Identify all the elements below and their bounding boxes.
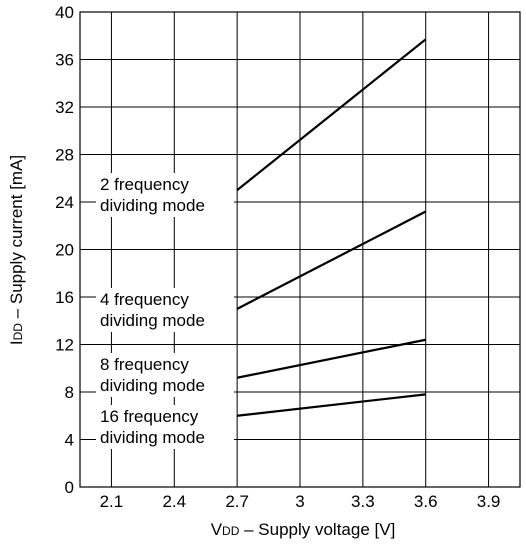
y-tick-label: 4 [65,431,74,450]
x-tick-label: 3.3 [351,492,375,511]
series-label-line: 2 frequency [100,175,189,194]
series-group [236,38,427,417]
x-tick-label: 2.7 [225,492,249,511]
y-tick-label: 20 [55,241,74,260]
series-label-line: dividing mode [100,196,205,215]
series-label-line: dividing mode [100,428,205,447]
x-tick-label: 3.9 [477,492,501,511]
series-label-line: dividing mode [100,376,205,395]
label-background [96,288,234,332]
series-label: 2 frequency dividing mode [96,173,234,217]
y-tick-label: 24 [55,193,74,212]
label-background [96,405,234,449]
label-background [96,173,234,217]
x-tick-labels: 2.1 2.4 2.7 3 3.3 3.6 3.9 [100,492,501,511]
x-tick-label: 3 [295,492,304,511]
y-tick-label: 36 [55,51,74,70]
x-tick-label: 2.1 [100,492,124,511]
series-label: 4 frequency dividing mode [96,288,234,332]
series-label-line: 16 frequency [100,407,199,426]
x-tick-label: 2.4 [162,492,186,511]
series-line [237,393,426,417]
y-tick-label: 12 [55,336,74,355]
series-label-line: dividing mode [100,311,205,330]
label-background [96,353,234,397]
series-label-line: 8 frequency [100,355,189,374]
series-label-line: 4 frequency [100,290,189,309]
y-tick-label: 8 [65,383,74,402]
series-line [236,38,427,191]
y-axis-title: IDD – Supply current [mA] [7,155,26,345]
y-tick-labels: 0 4 8 12 16 20 24 28 32 36 40 [55,3,74,497]
series-label: 16 frequency dividing mode [96,405,234,449]
series-label: 8 frequency dividing mode [96,353,234,397]
x-tick-label: 3.6 [414,492,438,511]
series-line [236,210,427,310]
y-tick-label: 28 [55,146,74,165]
series-labels: 2 frequency dividing mode 4 frequency divid… [96,173,234,449]
x-axis-title: VDD – Supply voltage [V] [211,520,396,539]
series-line [236,338,426,379]
y-tick-label: 32 [55,98,74,117]
y-tick-label: 40 [55,3,74,22]
plot-area [79,11,521,488]
y-tick-label: 16 [55,288,74,307]
y-tick-label: 0 [65,478,74,497]
